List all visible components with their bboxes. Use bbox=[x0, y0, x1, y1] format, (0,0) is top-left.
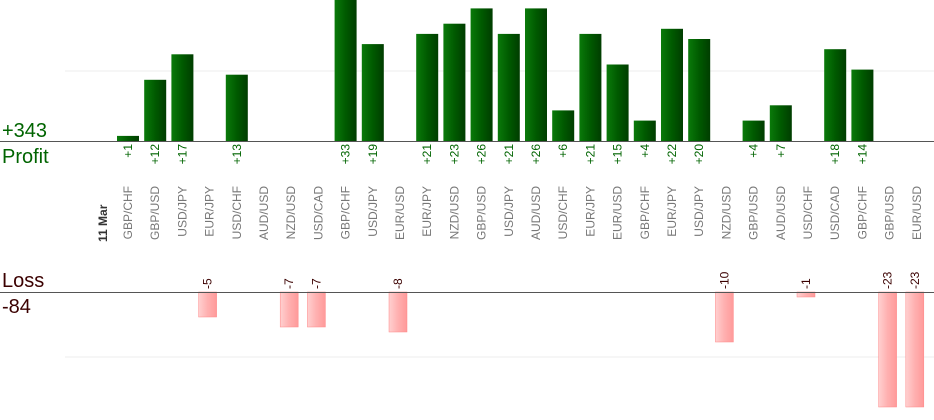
profit-bar bbox=[633, 120, 656, 141]
profit-bar bbox=[824, 49, 847, 142]
loss-bar bbox=[715, 291, 734, 343]
loss-value-label: -23 bbox=[881, 271, 895, 289]
profit-value-label: +18 bbox=[828, 144, 842, 165]
loss-value-labels: -5 -7 -7 -8 -10 -1 -23 -23 bbox=[201, 271, 922, 289]
profit-value-label: +4 bbox=[747, 144, 761, 158]
profit-value-label: +1 bbox=[121, 144, 135, 158]
profit-value-label: +22 bbox=[665, 144, 679, 165]
profit-value-label: +21 bbox=[420, 144, 434, 165]
date-label: 11 Mar bbox=[96, 204, 110, 242]
profit-bars bbox=[117, 0, 874, 142]
profit-bar bbox=[416, 33, 439, 141]
loss-value-label: -1 bbox=[799, 278, 813, 289]
loss-bar bbox=[388, 291, 408, 333]
loss-bar bbox=[307, 291, 326, 328]
category-label: USD/CHF bbox=[230, 186, 244, 239]
category-labels: GBP/CHF GBP/USD USD/JPY EUR/JPY USD/CHF AUD/U… bbox=[121, 186, 924, 240]
profit-bar bbox=[606, 64, 629, 141]
profit-bar bbox=[742, 120, 765, 141]
category-label: GBP/USD bbox=[148, 186, 162, 240]
category-label: AUD/USD bbox=[257, 186, 271, 240]
profit-bar bbox=[225, 74, 248, 141]
category-label: NZD/USD bbox=[719, 186, 733, 240]
category-label: EUR/JPY bbox=[203, 186, 217, 237]
profit-value-label: +6 bbox=[556, 144, 570, 158]
category-label: GBP/CHF bbox=[638, 186, 652, 239]
category-label: GBP/CHF bbox=[339, 186, 353, 239]
category-label: USD/CHF bbox=[801, 186, 815, 239]
profit-value-label: +7 bbox=[774, 144, 788, 158]
category-label: GBP/USD bbox=[475, 186, 489, 240]
category-label: GBP/CHF bbox=[855, 186, 869, 239]
category-label: EUR/USD bbox=[393, 186, 407, 240]
profit-value-label: +21 bbox=[502, 144, 516, 165]
profit-value-labels: +1 +12 +17 +13 +33 +19 +21 +23 +26 +21 +26 +6 +21 +15… bbox=[121, 144, 869, 165]
loss-bars bbox=[198, 291, 925, 408]
profit-value-label: +12 bbox=[148, 144, 162, 165]
category-label: USD/CHF bbox=[556, 186, 570, 239]
profit-value-label: +20 bbox=[692, 144, 706, 165]
profit-label: Profit bbox=[2, 146, 49, 168]
category-label: GBP/CHF bbox=[121, 186, 135, 239]
profit-bar bbox=[552, 110, 575, 141]
profit-bar bbox=[661, 28, 683, 141]
profit-value-label: +17 bbox=[175, 144, 189, 165]
profit-bar bbox=[117, 135, 139, 141]
profit-bar bbox=[361, 44, 384, 141]
profit-bar bbox=[851, 69, 874, 141]
profit-value-label: +26 bbox=[529, 144, 543, 165]
category-label: AUD/USD bbox=[529, 186, 543, 240]
profit-value-label: +33 bbox=[339, 144, 353, 165]
category-label: EUR/JPY bbox=[420, 186, 434, 237]
profit-value-label: +4 bbox=[638, 144, 652, 158]
loss-bar bbox=[279, 291, 299, 328]
category-label: USD/JPY bbox=[502, 186, 516, 237]
profit-bar bbox=[769, 105, 792, 141]
profit-bar bbox=[171, 54, 194, 141]
loss-bar bbox=[198, 291, 217, 318]
category-label: NZD/USD bbox=[447, 186, 461, 240]
loss-value-label: -10 bbox=[717, 271, 731, 289]
loss-value-label: -5 bbox=[201, 278, 215, 289]
profit-bar bbox=[497, 33, 520, 141]
profit-value-label: +14 bbox=[855, 144, 869, 165]
category-label: USD/CAD bbox=[311, 186, 325, 240]
profit-bar bbox=[470, 8, 493, 142]
loss-bar bbox=[878, 291, 897, 408]
loss-label: Loss bbox=[2, 270, 44, 292]
category-label: GBP/USD bbox=[883, 186, 897, 240]
loss-value-label: -23 bbox=[908, 271, 922, 289]
category-label: NZD/USD bbox=[284, 186, 298, 240]
profit-value-label: +19 bbox=[366, 144, 380, 165]
profit-bar bbox=[688, 39, 711, 141]
category-label: USD/JPY bbox=[366, 186, 380, 237]
profit-total: +343 bbox=[2, 120, 47, 142]
profit-bar bbox=[525, 8, 547, 142]
loss-total: -84 bbox=[2, 296, 31, 318]
loss-value-label: -8 bbox=[391, 278, 405, 289]
profit-value-label: +15 bbox=[611, 144, 625, 165]
category-label: USD/JPY bbox=[692, 186, 706, 237]
profit-value-label: +21 bbox=[583, 144, 597, 165]
loss-value-label: -7 bbox=[309, 278, 323, 289]
loss-value-label: -7 bbox=[282, 278, 296, 289]
profit-value-label: +23 bbox=[447, 144, 461, 165]
profit-value-label: +26 bbox=[475, 144, 489, 165]
category-label: EUR/JPY bbox=[665, 186, 679, 237]
profit-value-label: +13 bbox=[230, 144, 244, 165]
category-label: AUD/USD bbox=[774, 186, 788, 240]
category-label: EUR/JPY bbox=[583, 186, 597, 237]
profit-bar bbox=[579, 33, 602, 141]
category-label: GBP/USD bbox=[747, 186, 761, 240]
profit-bar bbox=[334, 0, 357, 142]
category-label: EUR/USD bbox=[611, 186, 625, 240]
category-label: USD/CAD bbox=[828, 186, 842, 240]
profit-bar bbox=[443, 23, 466, 142]
loss-bar bbox=[905, 291, 925, 408]
category-label: EUR/USD bbox=[910, 186, 924, 240]
category-label: USD/JPY bbox=[175, 186, 189, 237]
profit-bar bbox=[144, 79, 167, 141]
